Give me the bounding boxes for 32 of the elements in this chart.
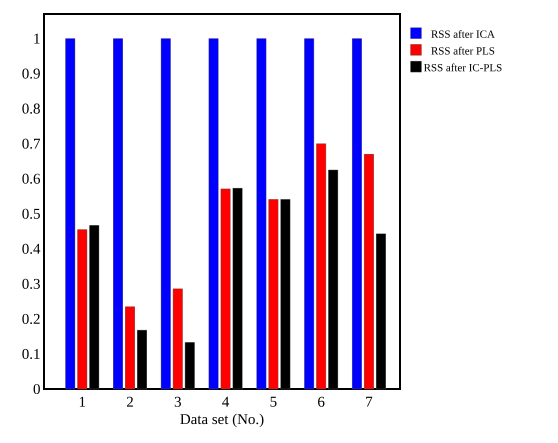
bar (316, 143, 326, 390)
y-tick-label: 0.7 (22, 138, 40, 149)
x-tick-label: 5 (270, 396, 277, 407)
x-tick-label: 3 (174, 396, 181, 407)
legend-label: RSS after ICA (431, 30, 495, 38)
bar (125, 306, 135, 390)
y-tick-label: 0.5 (22, 208, 40, 219)
y-tick-label: 0.6 (22, 174, 40, 184)
bar (113, 38, 123, 390)
x-tick-label: 6 (318, 396, 324, 407)
y-tick-label: 0.3 (22, 278, 40, 289)
bar (304, 38, 314, 390)
legend-label: RSS after IC-PLS (424, 64, 502, 72)
y-tick-label: 0.1 (22, 348, 40, 360)
x-tick-label: 2 (126, 396, 133, 407)
y-tick-label: 0.4 (22, 244, 40, 254)
legend-label: RSS after PLS (431, 46, 494, 55)
bar (268, 199, 278, 390)
bar (256, 38, 266, 390)
y-tick-label: 0.8 (22, 104, 40, 114)
y-tick-label: 1 (34, 34, 40, 44)
x-tick-label: 1 (80, 396, 86, 407)
x-tick-label: 4 (222, 396, 230, 407)
bar (352, 38, 362, 390)
bar (208, 38, 219, 390)
bar (220, 188, 231, 390)
bar (364, 154, 374, 390)
y-tick-label: 0.2 (22, 314, 40, 324)
x-axis-title: Data set (No.) (180, 414, 264, 428)
y-tick-label: 0.9 (22, 68, 40, 79)
x-tick-label: 7 (366, 396, 372, 407)
y-tick-label: 0 (34, 384, 40, 394)
